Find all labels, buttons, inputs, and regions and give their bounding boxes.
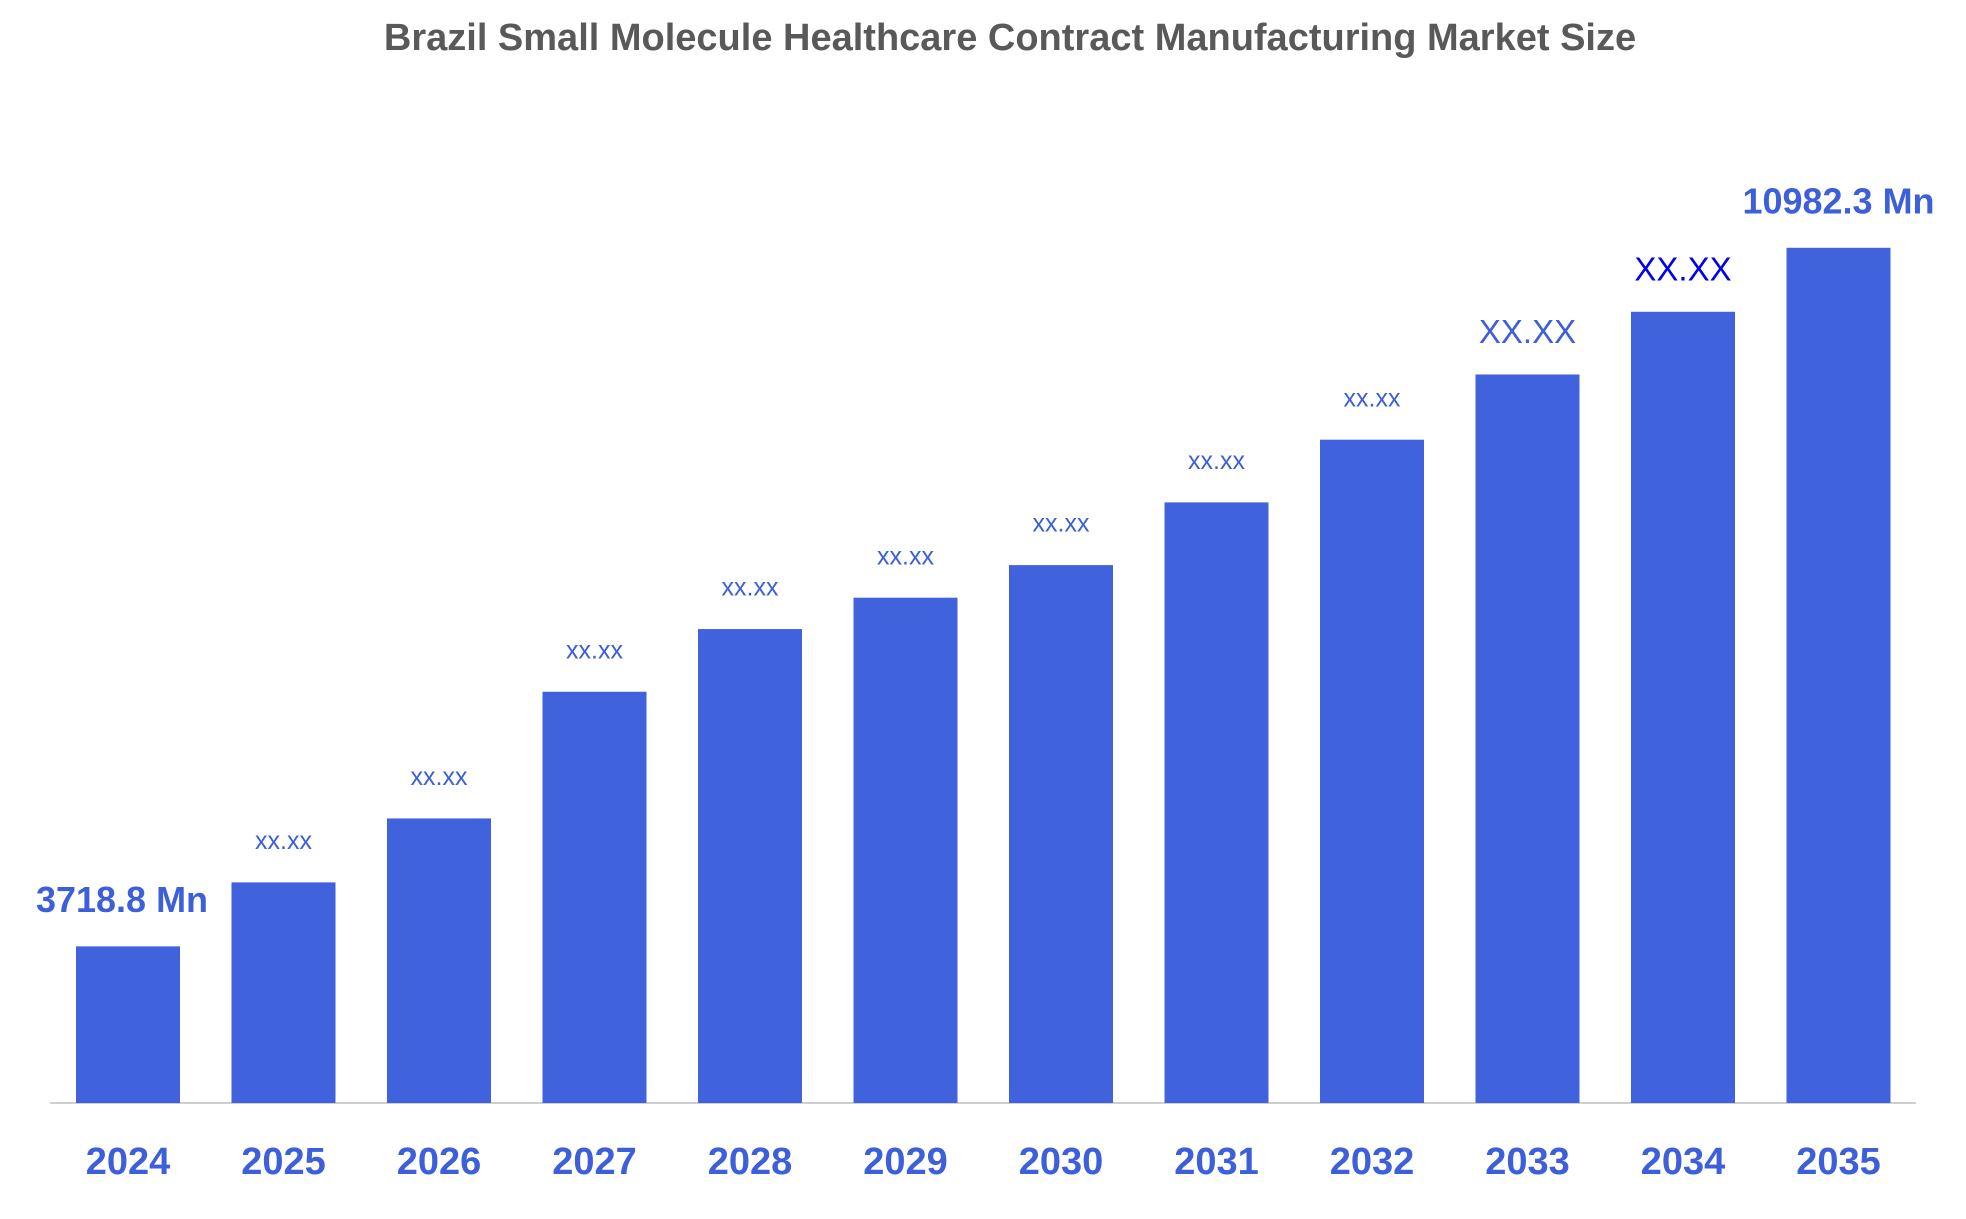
value-label: xx.xx xyxy=(255,827,312,855)
x-tick-label: 2034 xyxy=(1641,1141,1726,1183)
x-tick-label: 2029 xyxy=(863,1141,948,1183)
x-tick-label: 2031 xyxy=(1174,1141,1259,1183)
bar xyxy=(1009,565,1113,1103)
value-label: xx.xx xyxy=(877,542,934,570)
value-label: 3718.8 Mn xyxy=(36,879,208,920)
bar xyxy=(1164,502,1269,1103)
value-label: xx.xx xyxy=(1344,384,1401,412)
bar xyxy=(698,629,802,1103)
bar xyxy=(1631,311,1735,1103)
value-label: 10982.3 Mn xyxy=(1742,180,1934,221)
bar xyxy=(76,946,180,1103)
x-tick-label: 2027 xyxy=(552,1141,637,1183)
bar xyxy=(1786,247,1891,1103)
bar xyxy=(1475,374,1580,1103)
value-label: xx.xx xyxy=(1188,447,1245,475)
value-label: xx.xx xyxy=(1033,510,1090,538)
x-tick-label: 2035 xyxy=(1796,1141,1881,1183)
bar xyxy=(853,597,958,1103)
value-label: xx.xx xyxy=(411,763,468,791)
bar xyxy=(387,818,491,1103)
x-tick-label: 2026 xyxy=(397,1141,482,1183)
x-tick-label: 2030 xyxy=(1019,1141,1104,1183)
x-tick-label: 2024 xyxy=(86,1141,171,1183)
bar xyxy=(542,691,647,1103)
value-label: XX.XX xyxy=(1479,313,1576,350)
x-tick-label: 2025 xyxy=(241,1141,326,1183)
value-label: xx.xx xyxy=(722,574,779,602)
bar xyxy=(1320,439,1424,1103)
x-tick-label: 2033 xyxy=(1485,1141,1570,1183)
chart-title: Brazil Small Molecule Healthcare Contrac… xyxy=(384,17,1636,59)
value-label: xx.xx xyxy=(566,636,623,664)
x-tick-label: 2028 xyxy=(708,1141,793,1183)
x-tick-label: 2032 xyxy=(1330,1141,1415,1183)
value-label: XX.XX xyxy=(1634,250,1731,287)
bar xyxy=(231,882,336,1103)
